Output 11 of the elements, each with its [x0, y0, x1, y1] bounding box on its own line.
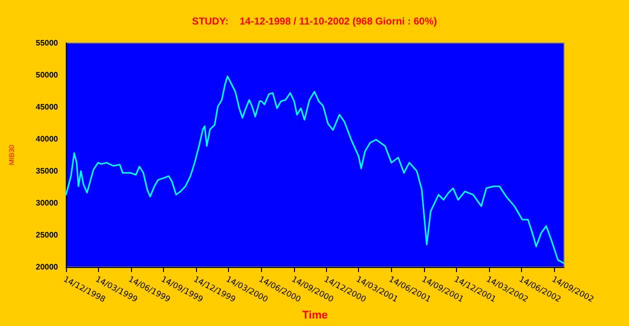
y-tick-label: 45000 — [36, 102, 59, 112]
chart-title: STUDY: 14-12-1998 / 11-10-2002 (968 Giorni : 60%) — [192, 16, 437, 28]
y-tick-label: 30000 — [36, 198, 59, 208]
y-tick-label: 50000 — [36, 70, 59, 80]
y-tick-label: 25000 — [36, 230, 59, 240]
y-tick-label: 55000 — [36, 38, 59, 48]
y-tick-label: 40000 — [36, 134, 59, 144]
y-tick-label: 20000 — [36, 262, 59, 272]
y-tick-label: 35000 — [36, 166, 59, 176]
x-axis-title: Time — [302, 310, 328, 322]
line-series — [65, 76, 564, 264]
